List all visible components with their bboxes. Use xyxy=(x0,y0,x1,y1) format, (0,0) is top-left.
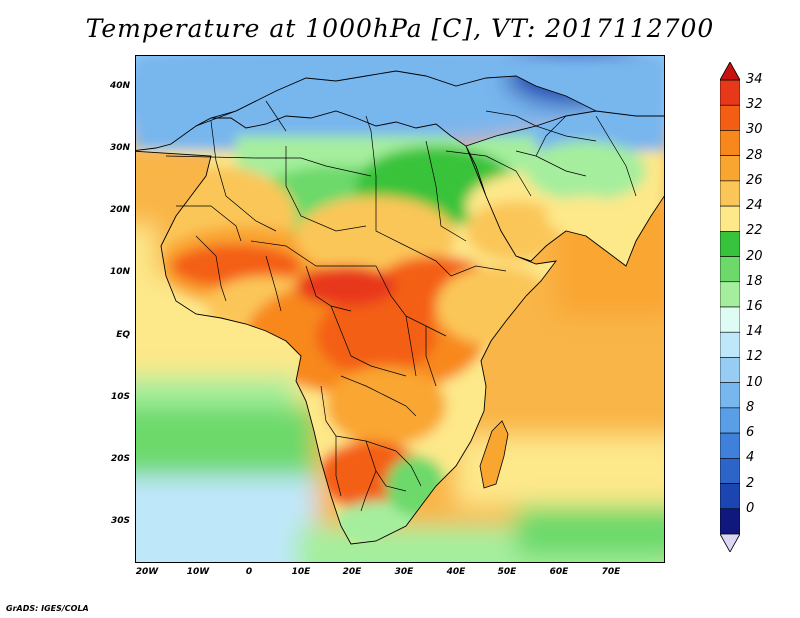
colorbar-segment xyxy=(720,205,740,232)
country-borders xyxy=(165,100,637,512)
colorbar-label: 22 xyxy=(746,223,763,239)
colorbar-segment xyxy=(720,104,740,131)
plot-title: Temperature at 1000hPa [C], VT: 20171127… xyxy=(85,14,715,43)
colorbar-segment xyxy=(720,432,740,459)
colorbar-label: 20 xyxy=(746,248,763,264)
colorbar-label: 24 xyxy=(746,198,763,214)
colorbar-segment xyxy=(720,306,740,333)
lon-tick-label: 50E xyxy=(497,567,517,577)
colorbar-label: 2 xyxy=(746,475,755,491)
lat-tick-label: EQ xyxy=(116,330,130,340)
lat-tick-label: 30N xyxy=(109,143,130,153)
lat-tick-label: 30S xyxy=(110,516,130,526)
colorbar-segment xyxy=(720,130,740,156)
temperature-map xyxy=(136,56,664,562)
lat-tick-label: 10S xyxy=(110,392,130,402)
lat-tick-label: 20N xyxy=(109,205,130,215)
lat-tick-label: 10N xyxy=(109,267,130,277)
lon-tick-label: 70E xyxy=(601,567,621,577)
colorbar-label: 18 xyxy=(746,273,763,289)
colorbar-segment xyxy=(720,357,740,383)
lon-tick-label: 30E xyxy=(394,567,414,577)
lon-tick-label: 20E xyxy=(342,567,362,577)
madagascar-island xyxy=(479,420,509,489)
colorbar-label: 32 xyxy=(746,97,763,113)
map-panel xyxy=(135,55,665,563)
lon-tick-label: 10E xyxy=(291,567,311,577)
colorbar-segment xyxy=(720,155,740,182)
lon-tick-label: 60E xyxy=(549,567,569,577)
colorbar-label: 14 xyxy=(746,324,763,340)
colorbar-segment xyxy=(720,407,740,434)
colorbar-segment xyxy=(720,382,740,409)
colorbar-label: 26 xyxy=(746,172,763,188)
colorbar-segment xyxy=(720,231,740,257)
lat-tick-label: 20S xyxy=(110,454,130,464)
colorbar-segment xyxy=(720,458,740,484)
lon-tick-label: 40E xyxy=(446,567,466,577)
colorbar-label: 10 xyxy=(746,374,763,390)
credit-text: GrADS: IGES/COLA xyxy=(6,604,89,613)
lon-tick-label: 10W xyxy=(186,567,210,577)
colorbar-label: 30 xyxy=(746,122,763,138)
colorbar-segment xyxy=(720,256,740,283)
colorbar-label: 4 xyxy=(746,450,755,466)
colorbar-under-triangle xyxy=(720,533,740,552)
colorbar-segment xyxy=(720,483,740,510)
colorbar-label: 6 xyxy=(746,425,755,441)
colorbar-segment xyxy=(720,281,740,308)
colorbar xyxy=(720,62,740,552)
colorbar-over-triangle xyxy=(720,62,740,81)
colorbar-label: 16 xyxy=(746,299,763,314)
colorbar-segment xyxy=(720,180,740,207)
colorbar-segment xyxy=(720,331,740,358)
colorbar-label: 34 xyxy=(746,72,763,87)
lon-tick-label: 20W xyxy=(135,567,159,577)
colorbar-label: 28 xyxy=(746,147,763,163)
colorbar-label: 12 xyxy=(746,349,763,365)
lon-tick-label: 0 xyxy=(245,567,253,577)
coastlines xyxy=(136,70,664,545)
colorbar-label: 0 xyxy=(746,500,755,516)
colorbar-label: 8 xyxy=(746,399,755,415)
colorbar-segment xyxy=(720,79,740,106)
lat-tick-label: 40N xyxy=(109,81,130,91)
colorbar-segment xyxy=(720,508,740,535)
